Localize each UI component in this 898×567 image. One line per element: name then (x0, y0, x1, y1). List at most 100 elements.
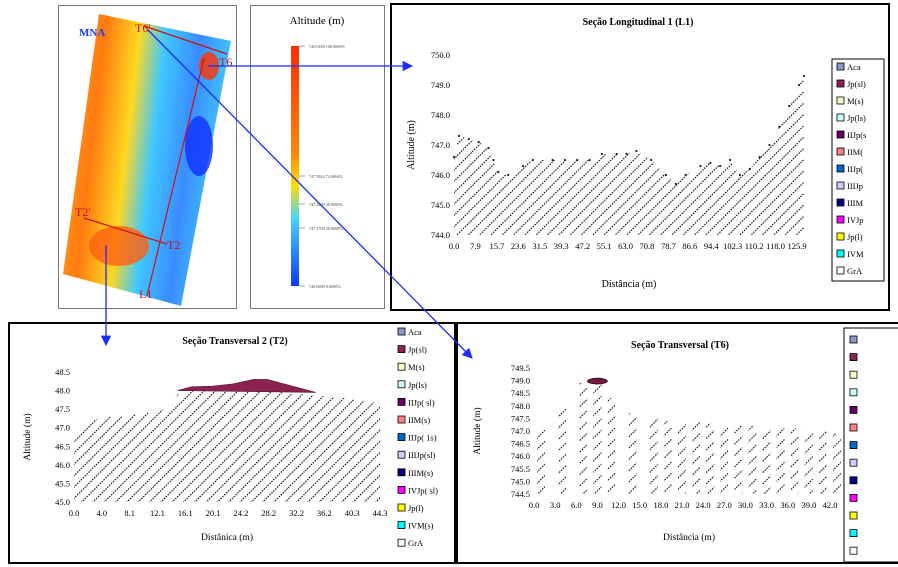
t6-bar (649, 418, 658, 494)
l1-point (625, 152, 628, 156)
legend-entry: IIM( (847, 147, 863, 157)
x-tick-label: 15.0 (632, 500, 647, 510)
y-tick-label: 747.5 (511, 413, 530, 423)
legend-entry: IIJp( sl) (408, 397, 435, 407)
y-tick-label: 47.5 (55, 404, 70, 414)
l1-point (650, 158, 653, 162)
colorbar-tick-label: 746.0689 0.0000% (309, 284, 341, 289)
chart-title: Seção Transversal (T6) (631, 340, 729, 351)
x-tick-label: 102.3 (723, 241, 742, 251)
legend-swatch (397, 380, 406, 389)
colorbar-panel: Altitude (m) 749.0169 100.0000% 747.5924 … (250, 5, 385, 309)
t6-peak-cap (587, 377, 608, 385)
l1-point (457, 134, 461, 138)
t6-bar (663, 420, 672, 494)
t6-bar (558, 408, 567, 494)
y-tick-label: 48.0 (55, 386, 70, 396)
l1-point (551, 158, 554, 162)
t6-bar (537, 428, 546, 494)
y-tick-label: 749.0 (511, 376, 530, 386)
colorbar-tick-label: 747.1700 20.0000% (309, 226, 343, 231)
l1-point (487, 146, 490, 150)
chart-title: Seção Longitudinal 1 (L1) (583, 17, 694, 28)
x-tick-label: 12.1 (150, 508, 165, 518)
l1-point (497, 170, 500, 174)
chart-l1: Seção Longitudinal 1 (L1) 744.0 745.0 746.0… (406, 17, 885, 290)
legend-entry: M(s) (408, 362, 425, 372)
legend-entry: IVM (847, 249, 864, 259)
y-tick-label: 46.0 (55, 460, 70, 470)
l1-point (635, 149, 638, 153)
l1-point (802, 74, 806, 78)
t6-bar (706, 423, 715, 494)
y-tick-label: 45.0 (55, 497, 70, 507)
legend-swatch (397, 450, 406, 459)
x-tick-label: 36.0 (780, 500, 795, 510)
legend-swatch (397, 433, 406, 441)
map-low-area (89, 226, 149, 266)
map-line-t6-start: T6' (135, 21, 151, 35)
x-tick-label: 70.8 (640, 241, 655, 251)
legend-entry: Jp(ls) (408, 380, 427, 390)
legend-swatch (397, 521, 406, 530)
y-tick-label: 746.5 (511, 439, 530, 449)
x-tick-label: 86.6 (682, 241, 697, 251)
x-tick-label: 40.3 (345, 508, 360, 518)
legend-entry: Jp(ls) (847, 113, 866, 123)
x-tick-label: 94.4 (704, 241, 720, 251)
legend-entry: Aca (408, 327, 422, 337)
y-tick-label: 746.0 (511, 451, 530, 461)
map-svg: MNA T6' T6 T2' T2 L1 (63, 14, 232, 306)
l1-point (709, 161, 712, 165)
x-axis-label: Distância (m) (663, 532, 715, 543)
legend-swatch (849, 493, 858, 502)
l1-point (788, 104, 791, 108)
t2-top-layer (177, 379, 316, 393)
legend-swatch (849, 370, 858, 379)
legend-entry: IIM(s) (408, 415, 430, 425)
y-tick-label: 746.0 (431, 170, 450, 180)
l1-point (699, 164, 702, 168)
x-tick-label: 24.2 (233, 508, 248, 518)
legend-entry: Jp(sl) (408, 345, 427, 355)
map-panel: MNA T6' T6 T2' T2 L1 (58, 5, 237, 309)
x-tick-label: 15.7 (489, 241, 504, 251)
x-tick-label: 39.0 (801, 500, 816, 510)
y-tick-label: 748.0 (511, 401, 530, 411)
x-tick-label: 42.0 (823, 500, 838, 510)
legend-swatch (849, 511, 858, 520)
y-tick-label: 748.5 (511, 388, 530, 398)
t6-bar (748, 425, 757, 494)
legend-swatch (397, 398, 406, 406)
l1-point (768, 143, 771, 147)
l1-point (452, 155, 456, 159)
y-tick-label: 47.0 (55, 423, 70, 433)
l1-point (588, 158, 591, 162)
l1-point (738, 173, 742, 177)
y-tick-label: 745.0 (431, 200, 450, 210)
t6-bar (607, 398, 616, 494)
chart-t2: Seção Transversal 2 (T2) 45.0 45.5 46.0 46.5… (22, 327, 438, 548)
x-tick-label: 4.0 (97, 508, 108, 518)
t6-bar (776, 428, 785, 494)
x-tick-label: 3.0 (550, 500, 561, 510)
x-tick-label: 30.0 (738, 500, 753, 510)
x-tick-label: 39.3 (554, 241, 569, 251)
colorbar-tick-label: 747.4499 40.0000% (309, 202, 343, 207)
x-tick-label: 44.3 (373, 508, 388, 518)
x-tick-label: 118.0 (766, 241, 785, 251)
legend-swatch (397, 538, 406, 547)
legend-swatch (836, 96, 845, 105)
x-tick-label: 8.1 (124, 508, 135, 518)
chart-l1-panel: Seção Longitudinal 1 (L1) 744.0 745.0 746.0… (390, 3, 890, 311)
legend-entry: M(s) (847, 96, 864, 106)
colorbar-svg: Altitude (m) 749.0169 100.0000% 747.5924 … (290, 15, 346, 289)
x-tick-label: 78.7 (661, 241, 676, 251)
l1-point (507, 173, 510, 177)
legend-swatch (836, 79, 845, 88)
y-axis-label: Altitude (m) (406, 120, 417, 170)
map-label: MNA (79, 27, 105, 39)
legend-swatch (836, 198, 845, 207)
legend-swatch (849, 529, 858, 538)
legend-entry: Jp(l) (847, 232, 863, 242)
